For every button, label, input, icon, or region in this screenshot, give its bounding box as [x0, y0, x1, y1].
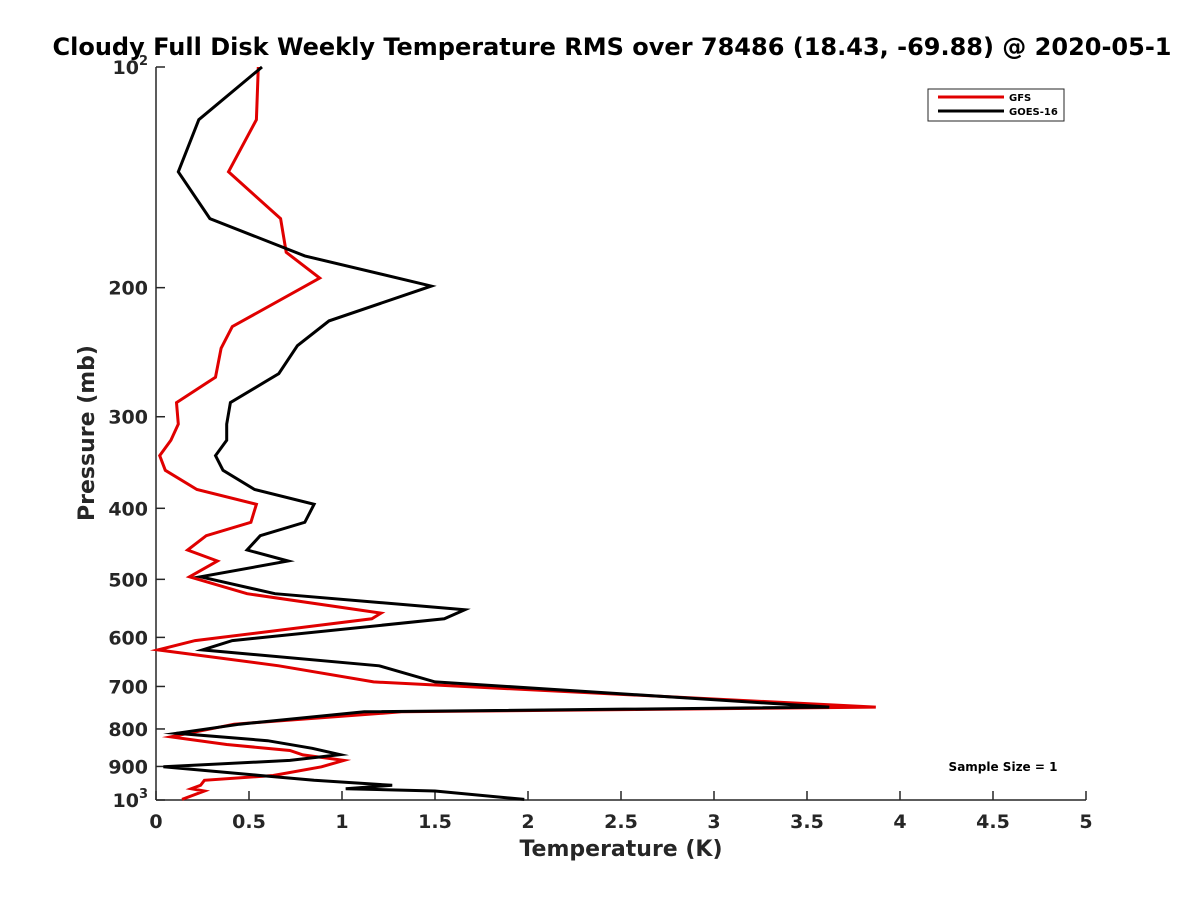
y-tick-label: 600 — [108, 627, 148, 649]
x-tick-label: 3.5 — [790, 811, 824, 833]
legend-box — [927, 88, 1065, 122]
series-line-goes16 — [163, 65, 830, 801]
y-axis-label: Pressure (mb) — [75, 345, 100, 521]
legend-label-gfs: GFS — [1009, 93, 1031, 104]
x-tick-label: 3 — [707, 811, 720, 833]
y-tick-label: 103 — [113, 787, 149, 812]
y-tick-label: 400 — [108, 498, 148, 520]
y-tick-label: 300 — [108, 407, 148, 429]
y-tick-label: 102 — [113, 54, 149, 79]
y-tick-label-base: 800 — [108, 719, 148, 741]
y-tick-label-base: 700 — [108, 676, 148, 698]
x-tick-label: 1.5 — [418, 811, 452, 833]
x-ticks: 0 0.5 1 1.5 2 2.5 3 3.5 4 4.5 5 — [149, 791, 1093, 833]
y-tick-label: 200 — [108, 278, 148, 300]
y-tick-label-base: 900 — [108, 756, 148, 778]
legend-label-goes16: GOES-16 — [1009, 107, 1058, 118]
y-tick-label-base: 400 — [108, 498, 148, 520]
x-tick-label: 5 — [1079, 811, 1092, 833]
x-tick-label: 2 — [521, 811, 534, 833]
y-tick-label-base: 500 — [108, 569, 148, 591]
y-tick-label-base: 600 — [108, 627, 148, 649]
x-tick-label: 0 — [149, 811, 162, 833]
series-layer — [149, 65, 876, 801]
y-tick-label: 900 — [108, 756, 148, 778]
chart-title: Cloudy Full Disk Weekly Temperature RMS … — [53, 33, 1172, 61]
y-tick-label-exponent: 2 — [139, 54, 148, 69]
x-tick-label: 0.5 — [232, 811, 266, 833]
y-tick-label-exponent: 3 — [139, 787, 148, 802]
series-line-gfs — [149, 66, 876, 801]
y-tick-label-base: 300 — [108, 407, 148, 429]
y-tick-label-base: 10 — [113, 790, 139, 812]
x-axis-label: Temperature (K) — [519, 837, 722, 862]
y-tick-label-base: 200 — [108, 278, 148, 300]
x-tick-label: 1 — [335, 811, 348, 833]
y-tick-label-base: 10 — [113, 57, 139, 79]
y-tick-label: 800 — [108, 719, 148, 741]
sample-size-annotation: Sample Size = 1 — [949, 760, 1058, 774]
y-tick-label: 500 — [108, 569, 148, 591]
y-tick-label: 700 — [108, 676, 148, 698]
x-tick-label: 4 — [893, 811, 906, 833]
x-tick-label: 2.5 — [604, 811, 638, 833]
x-tick-label: 4.5 — [976, 811, 1010, 833]
legend: GFS GOES-16 — [927, 88, 1065, 122]
plot-area: 0 0.5 1 1.5 2 2.5 3 3.5 4 4.5 5 102200300400500600… — [108, 54, 1092, 833]
